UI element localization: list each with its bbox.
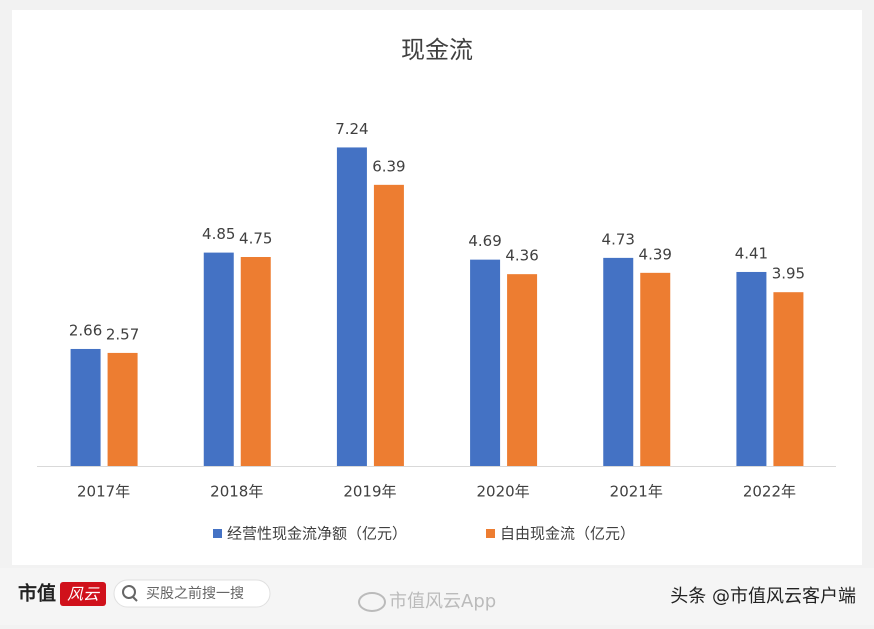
search-icon-handle bbox=[132, 596, 138, 602]
footer-app: 市值风云App bbox=[389, 591, 496, 612]
search-icon bbox=[122, 585, 136, 599]
data-label: 4.36 bbox=[505, 247, 538, 265]
data-label: 4.75 bbox=[239, 230, 272, 248]
x-tick-label: 2019年 bbox=[343, 483, 396, 501]
footer-logo: 风云 bbox=[67, 585, 101, 604]
search-box[interactable] bbox=[113, 579, 271, 608]
data-label: 4.73 bbox=[602, 230, 635, 248]
data-label: 4.41 bbox=[735, 244, 768, 262]
bar bbox=[240, 257, 271, 466]
data-label: 3.95 bbox=[772, 265, 805, 283]
data-label: 2.57 bbox=[106, 325, 139, 343]
legend-label: 自由现金流（亿元） bbox=[500, 525, 635, 543]
bar bbox=[640, 272, 671, 466]
legend-label: 经营性现金流净额（亿元） bbox=[227, 525, 407, 543]
x-tick-label: 2017年 bbox=[77, 483, 130, 501]
data-label: 4.85 bbox=[202, 225, 235, 243]
bar bbox=[507, 274, 538, 466]
bar bbox=[336, 147, 367, 466]
footer-logo-box bbox=[60, 582, 106, 606]
data-label: 4.69 bbox=[468, 232, 501, 250]
chart-card bbox=[12, 10, 862, 565]
x-tick-label: 2020年 bbox=[476, 483, 529, 501]
data-label: 7.24 bbox=[335, 120, 368, 138]
bar bbox=[373, 184, 404, 466]
bar bbox=[603, 257, 634, 466]
bar bbox=[203, 252, 234, 466]
legend-swatch bbox=[486, 529, 495, 538]
x-tick-label: 2018年 bbox=[210, 483, 263, 501]
chart-title: 现金流 bbox=[401, 36, 473, 64]
footer-brand: 市值 bbox=[18, 582, 56, 605]
data-label: 4.39 bbox=[639, 245, 672, 263]
bar bbox=[70, 348, 101, 466]
legend-swatch bbox=[213, 529, 222, 538]
x-tick-label: 2022年 bbox=[743, 483, 796, 501]
search-text: 买股之前搜一搜 bbox=[146, 585, 244, 602]
bar bbox=[736, 271, 767, 466]
bar bbox=[470, 259, 501, 466]
bar bbox=[107, 352, 138, 466]
x-tick-label: 2021年 bbox=[610, 483, 663, 501]
data-label: 2.66 bbox=[69, 321, 102, 339]
bar bbox=[773, 292, 804, 466]
weibo-icon bbox=[358, 592, 386, 612]
footer-account: 头条 @市值风云客户端 bbox=[670, 586, 856, 607]
data-label: 6.39 bbox=[372, 157, 405, 175]
